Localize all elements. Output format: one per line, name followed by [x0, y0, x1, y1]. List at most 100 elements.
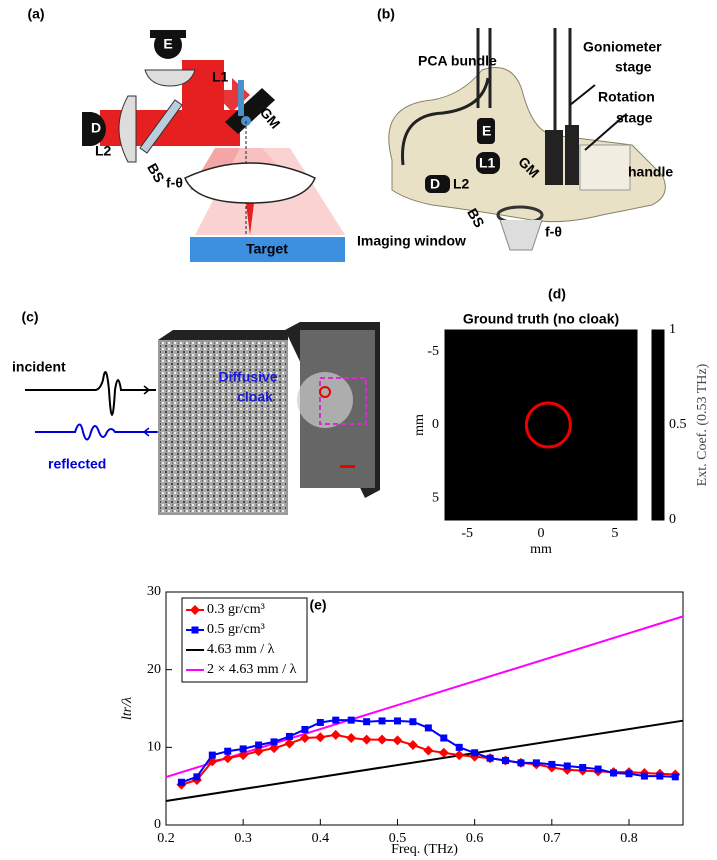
heat-cell — [504, 345, 519, 360]
label: f-θ — [166, 175, 183, 191]
colorbar-step — [652, 455, 664, 459]
label: D — [430, 176, 440, 192]
heat-cell — [534, 374, 549, 389]
heat-cell — [489, 359, 504, 374]
heat-cell — [460, 476, 475, 491]
point — [439, 748, 449, 758]
label: E — [482, 123, 491, 139]
heat-cell — [593, 462, 608, 477]
colorbar-step — [652, 505, 664, 509]
point — [672, 773, 679, 780]
legend-marker — [192, 627, 199, 634]
heat-cell — [475, 505, 490, 520]
point — [193, 773, 200, 780]
heat-cell — [504, 447, 519, 462]
heat-cell — [475, 432, 490, 447]
heat-cell — [534, 447, 549, 462]
colorbar-step — [652, 410, 664, 414]
heat-cell — [607, 491, 622, 506]
panel-label: (c) — [21, 309, 38, 325]
heat-cell — [504, 403, 519, 418]
y-axis-label: mm — [412, 414, 427, 436]
y-tick-label: 0 — [154, 817, 161, 832]
heat-cell — [548, 330, 563, 345]
point — [362, 735, 372, 745]
heat-cell — [489, 476, 504, 491]
colorbar-step — [652, 452, 664, 456]
point — [471, 749, 478, 756]
label: L2 — [95, 143, 112, 159]
point — [423, 745, 433, 755]
heat-cell — [475, 491, 490, 506]
heat-cell — [593, 491, 608, 506]
heat-cell — [460, 403, 475, 418]
heat-cell — [489, 388, 504, 403]
heat-cell — [578, 491, 593, 506]
heat-cell — [504, 432, 519, 447]
label: stage — [615, 59, 652, 75]
y-tick-label: -5 — [427, 344, 439, 359]
heat-cell — [519, 491, 534, 506]
heat-cell — [622, 418, 637, 433]
colorbar-step — [652, 471, 664, 475]
point — [286, 733, 293, 740]
colorbar-step — [652, 368, 664, 372]
point — [502, 757, 509, 764]
heat-cell — [489, 330, 504, 345]
colorbar-step — [652, 334, 664, 338]
heat-cell — [475, 403, 490, 418]
heat-cell — [548, 505, 563, 520]
heat-cell — [607, 432, 622, 447]
colorbar-step — [652, 330, 664, 334]
heat-cell — [519, 388, 534, 403]
heat-cell — [593, 432, 608, 447]
heat-cell — [607, 359, 622, 374]
colorbar-step — [652, 512, 664, 516]
heat-cell — [460, 447, 475, 462]
heat-cell — [548, 388, 563, 403]
label: PCA bundle — [418, 53, 497, 69]
heat-cell — [519, 505, 534, 520]
colorbar-step — [652, 383, 664, 387]
colorbar-step — [652, 509, 664, 513]
point — [255, 742, 262, 749]
heat-cell — [460, 374, 475, 389]
heat-cell — [563, 359, 578, 374]
colorbar-step — [652, 387, 664, 391]
colorbar-step — [652, 406, 664, 410]
x-tick-label: 0.3 — [234, 831, 252, 846]
colorbar-tick-label: 0.5 — [669, 417, 687, 432]
heat-cell — [622, 462, 637, 477]
colorbar-step — [652, 398, 664, 402]
heat-cell — [460, 330, 475, 345]
panel-label: (b) — [377, 6, 395, 22]
colorbar-step — [652, 402, 664, 406]
heat-cell — [489, 491, 504, 506]
point — [456, 744, 463, 751]
heat-cell — [445, 447, 460, 462]
colorbar-step — [652, 440, 664, 444]
heat-cell — [445, 432, 460, 447]
heat-cell — [607, 374, 622, 389]
heat-cell — [445, 388, 460, 403]
heat-cell — [445, 359, 460, 374]
y-tick-label: 10 — [147, 740, 161, 755]
heat-cell — [593, 345, 608, 360]
legend-label: 2 × 4.63 mm / λ — [207, 662, 297, 677]
heat-cell — [504, 462, 519, 477]
heat-cell — [534, 462, 549, 477]
panel-label: (d) — [548, 286, 566, 302]
colorbar-step — [652, 463, 664, 467]
point — [625, 770, 632, 777]
point — [301, 726, 308, 733]
colorbar-step — [652, 467, 664, 471]
point — [533, 759, 540, 766]
colorbar-step — [652, 486, 664, 490]
heat-cell — [504, 505, 519, 520]
heat-cell — [563, 345, 578, 360]
heat-cell — [548, 491, 563, 506]
heat-cell — [475, 462, 490, 477]
heat-cell — [563, 388, 578, 403]
point — [392, 735, 402, 745]
point — [363, 718, 370, 725]
